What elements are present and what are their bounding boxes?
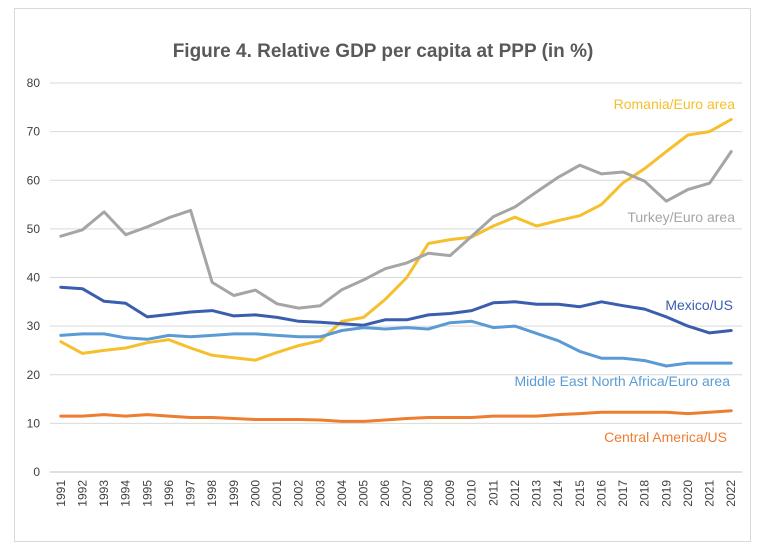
y-tick-label: 30 [27, 319, 41, 333]
x-tick-label: 1993 [97, 480, 111, 507]
x-tick-label: 2020 [681, 480, 695, 507]
x-tick-label: 1994 [119, 480, 133, 507]
x-tick-label: 2012 [508, 480, 522, 507]
series-line [59, 118, 733, 362]
series-line [59, 150, 733, 310]
y-tick-label: 70 [27, 125, 41, 139]
x-tick-label: 1995 [140, 480, 154, 507]
y-tick-label: 60 [27, 173, 41, 187]
x-tick-label: 2006 [378, 480, 392, 507]
x-tick-label: 1991 [54, 480, 68, 507]
x-axis: 1991 1992 1993 1994 1995 1996 1997 1998 1999 2000… [54, 480, 738, 507]
x-tick-label: 2001 [270, 480, 284, 507]
series-lines [59, 118, 733, 423]
y-axis: 0 10 20 30 40 50 60 70 80 [27, 76, 41, 479]
x-tick-label: 2007 [400, 480, 414, 507]
series-label: Romania/Euro area [614, 96, 736, 112]
series-label: Middle East North Africa/Euro area [514, 373, 730, 389]
x-tick-label: 2018 [638, 480, 652, 507]
x-tick-label: 2019 [659, 480, 673, 507]
y-tick-label: 10 [27, 416, 41, 430]
x-tick-label: 1997 [184, 480, 198, 507]
x-tick-label: 2005 [357, 480, 371, 507]
y-tick-label: 40 [27, 271, 41, 285]
x-tick-label: 2003 [313, 480, 327, 507]
x-tick-label: 2017 [616, 480, 630, 507]
y-tick-label: 0 [33, 465, 40, 479]
x-tick-label: 2000 [248, 480, 262, 507]
x-tick-label: 2011 [486, 480, 500, 506]
x-tick-label: 1992 [75, 480, 89, 507]
x-tick-label: 2014 [551, 480, 565, 507]
y-tick-label: 80 [27, 76, 41, 90]
chart-title: Figure 4. Relative GDP per capita at PPP… [173, 41, 594, 62]
y-tick-label: 50 [27, 222, 41, 236]
x-tick-label: 2010 [465, 480, 479, 507]
x-tick-label: 2009 [443, 480, 457, 507]
series-line [59, 409, 733, 423]
series-line [59, 319, 733, 368]
y-tick-label: 20 [27, 368, 41, 382]
x-tick-label: 2015 [573, 480, 587, 507]
series-line [59, 285, 733, 335]
chart-frame [14, 8, 751, 542]
x-tick-label: 2021 [703, 480, 717, 507]
x-tick-label: 2004 [335, 480, 349, 507]
x-tick-label: 1996 [162, 480, 176, 507]
x-tick-label: 2016 [594, 480, 608, 507]
series-label: Central America/US [604, 429, 727, 445]
series-label: Turkey/Euro area [627, 209, 735, 225]
x-tick-label: 1998 [205, 480, 219, 507]
x-tick-label: 2013 [530, 480, 544, 507]
x-tick-label: 2002 [292, 480, 306, 507]
x-tick-label: 2008 [421, 480, 435, 507]
series-label: Mexico/US [665, 297, 733, 313]
series-labels: Romania/Euro area Turkey/Euro area Mexico/… [514, 96, 735, 445]
x-tick-label: 2022 [724, 480, 738, 507]
x-tick-label: 1999 [227, 480, 241, 507]
